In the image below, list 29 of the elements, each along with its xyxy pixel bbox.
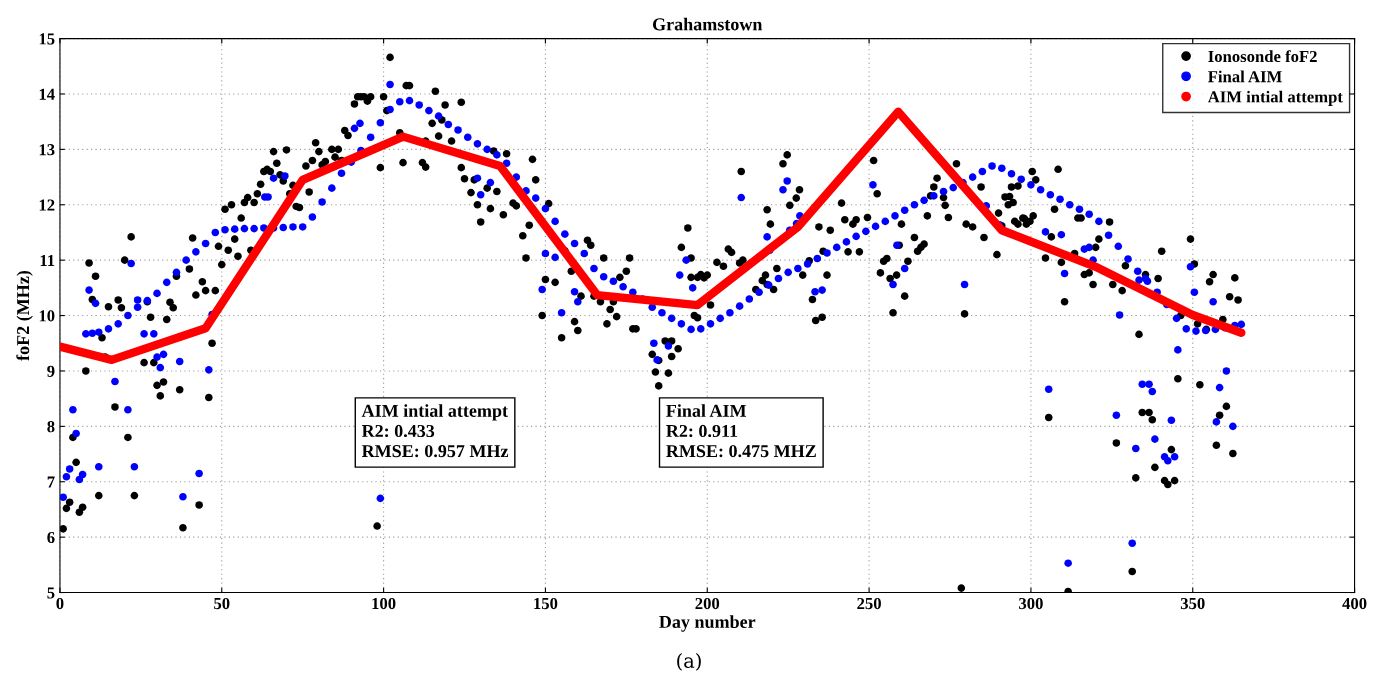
y-tick-label: 8 bbox=[47, 421, 55, 433]
x-tick-label: 150 bbox=[534, 597, 558, 610]
x-tick-label: 350 bbox=[1180, 597, 1205, 610]
legend-label: Final AIM bbox=[1208, 70, 1282, 83]
y-tick-label: 14 bbox=[39, 88, 55, 100]
annotation: AIM intial attempt R2: 0.433 RMSE: 0.957 MHz bbox=[361, 404, 509, 458]
x-tick-label: 50 bbox=[214, 597, 230, 610]
legend-label: Ionosonde foF2 bbox=[1208, 50, 1317, 63]
annotation: Final AIM R2: 0.911 RMSE: 0.475 MHZ bbox=[666, 404, 816, 458]
y-tick-label: 5 bbox=[47, 587, 55, 599]
x-tick-label: 400 bbox=[1342, 597, 1367, 610]
legend-label: AIM intial attempt bbox=[1207, 90, 1343, 106]
x-tick-label: 300 bbox=[1019, 597, 1043, 610]
y-tick-label: 9 bbox=[47, 365, 55, 377]
x-tick-label: 100 bbox=[372, 597, 396, 610]
y-tick-label: 11 bbox=[40, 254, 55, 266]
x-tick-label: 0 bbox=[56, 597, 64, 610]
y-tick-label: 13 bbox=[39, 144, 55, 156]
y-tick-label: 7 bbox=[47, 476, 55, 488]
y-tick-label: 15 bbox=[39, 33, 55, 45]
y-tick-label: 6 bbox=[47, 531, 55, 544]
chart-title: Grahamstown bbox=[652, 17, 763, 31]
x-tick-label: 200 bbox=[695, 597, 720, 610]
y-axis-title: foF2 (MHz) bbox=[16, 270, 33, 361]
text: (a) bbox=[677, 652, 701, 671]
y-tick-label: 12 bbox=[39, 199, 55, 211]
x-tick-label: 250 bbox=[857, 597, 881, 610]
y-tick-label: 10 bbox=[39, 310, 55, 322]
x-axis-title: Day number bbox=[659, 615, 756, 632]
